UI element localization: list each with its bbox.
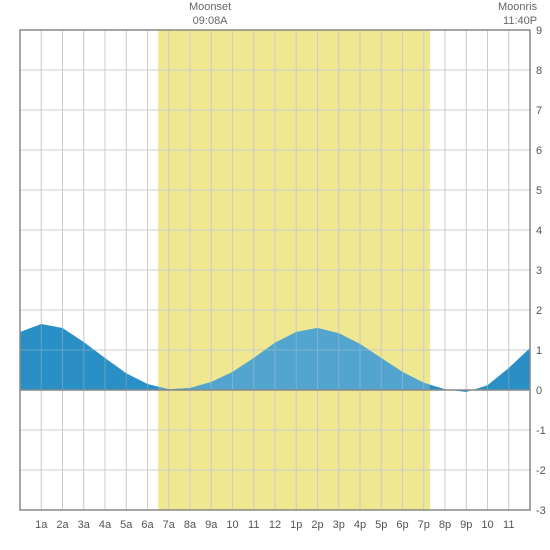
- svg-text:-2: -2: [536, 465, 546, 477]
- svg-text:2a: 2a: [56, 519, 69, 531]
- svg-text:11: 11: [248, 519, 259, 531]
- svg-text:8p: 8p: [439, 519, 451, 531]
- svg-text:8: 8: [536, 65, 542, 77]
- svg-text:1: 1: [536, 345, 542, 357]
- svg-text:12: 12: [269, 519, 281, 531]
- chart-svg: -3-2-101234567891a2a3a4a5a6a7a8a9a101112…: [0, 0, 550, 550]
- svg-text:3: 3: [536, 265, 542, 277]
- svg-text:-3: -3: [536, 505, 546, 517]
- svg-text:5p: 5p: [375, 519, 387, 531]
- moonset-time: 09:08A: [193, 15, 228, 27]
- svg-text:1p: 1p: [290, 519, 302, 531]
- svg-text:2: 2: [536, 305, 542, 317]
- tide-chart: Moonset 09:08A Moonris 11:40P -3-2-10123…: [0, 0, 550, 550]
- svg-text:11: 11: [503, 519, 514, 531]
- svg-text:3p: 3p: [333, 519, 345, 531]
- svg-text:5a: 5a: [120, 519, 133, 531]
- svg-text:4a: 4a: [99, 519, 112, 531]
- svg-text:6p: 6p: [396, 519, 408, 531]
- svg-text:6a: 6a: [141, 519, 154, 531]
- svg-text:7: 7: [536, 105, 542, 117]
- svg-text:7p: 7p: [418, 519, 430, 531]
- moonrise-title: Moonris: [498, 1, 537, 13]
- svg-text:9a: 9a: [205, 519, 218, 531]
- svg-text:8a: 8a: [184, 519, 197, 531]
- svg-text:2p: 2p: [311, 519, 323, 531]
- svg-text:-1: -1: [536, 425, 546, 437]
- svg-text:10: 10: [226, 519, 238, 531]
- svg-text:4p: 4p: [354, 519, 366, 531]
- svg-text:4: 4: [536, 225, 542, 237]
- svg-text:6: 6: [536, 145, 542, 157]
- moonset-label: Moonset 09:08A: [189, 0, 231, 29]
- svg-text:3a: 3a: [78, 519, 91, 531]
- moonset-title: Moonset: [189, 1, 231, 13]
- moonrise-label: Moonris 11:40P: [498, 0, 537, 29]
- svg-text:5: 5: [536, 185, 542, 197]
- svg-text:9p: 9p: [460, 519, 472, 531]
- svg-text:0: 0: [536, 385, 542, 397]
- moonrise-time: 11:40P: [503, 15, 537, 27]
- svg-text:1a: 1a: [35, 519, 48, 531]
- svg-text:7a: 7a: [163, 519, 176, 531]
- svg-text:10: 10: [481, 519, 493, 531]
